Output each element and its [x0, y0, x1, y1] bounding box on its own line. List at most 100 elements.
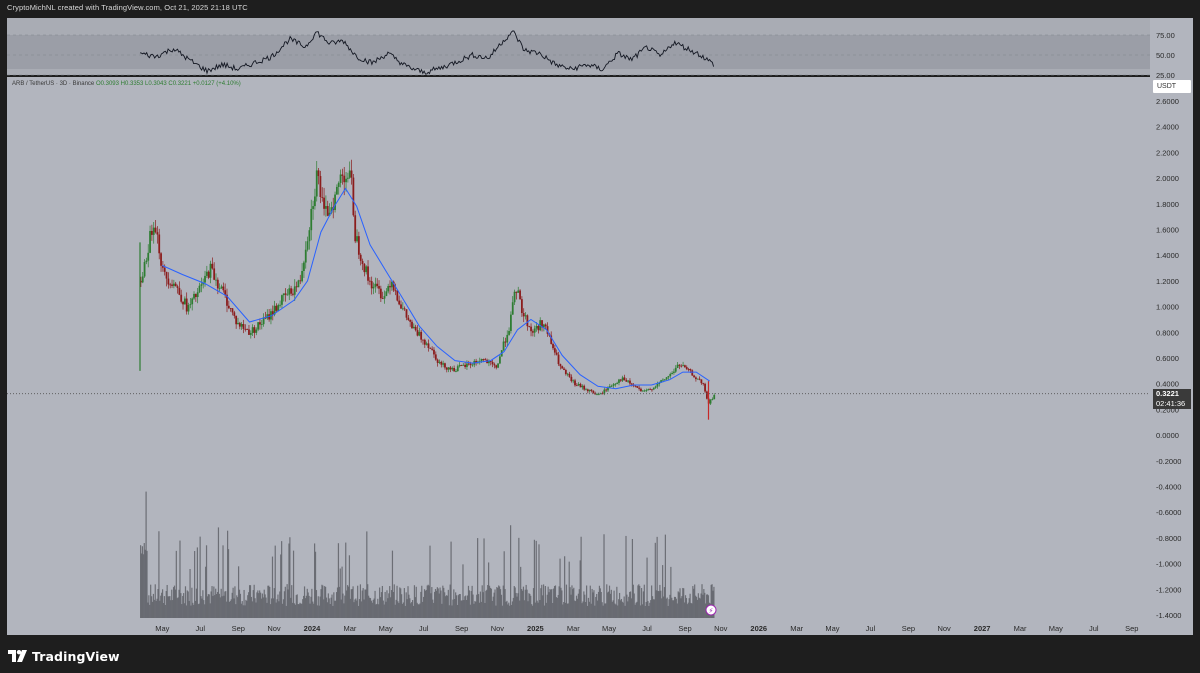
volume-bar: [693, 588, 695, 618]
candle-body: [456, 366, 459, 372]
volume-bar: [503, 551, 505, 618]
volume-bar: [210, 591, 212, 618]
volume-bar: [397, 601, 399, 618]
volume-bar: [434, 589, 437, 618]
volume-bar: [405, 592, 407, 618]
volume-bar: [212, 595, 214, 618]
candle-body: [370, 281, 373, 289]
volume-bar: [145, 491, 147, 618]
volume-bar: [607, 591, 610, 618]
candle-body: [163, 267, 166, 272]
volume-bar: [425, 589, 427, 618]
volume-bar: [341, 566, 343, 618]
volume-bar: [213, 586, 215, 618]
volume-bar: [173, 585, 176, 618]
volume-bar: [146, 550, 148, 618]
volume-bar: [599, 588, 601, 618]
candle-body: [704, 383, 706, 392]
price-pane[interactable]: [7, 77, 1150, 619]
candle-body: [511, 302, 514, 315]
candle-body: [216, 279, 219, 289]
candle-body: [383, 296, 386, 299]
volume-bar: [673, 596, 676, 618]
rsi-axis-ticks: 75.00 50.00 25.00: [1156, 31, 1175, 80]
currency-badge[interactable]: USDT: [1153, 80, 1191, 93]
ohlc-change: +0.0127 (+4.10%): [192, 81, 241, 87]
candle-body: [354, 215, 357, 242]
candle-body: [189, 304, 192, 306]
candle-body: [709, 399, 712, 404]
candle-body: [227, 305, 230, 309]
event-marker[interactable]: [705, 604, 717, 616]
candle-body: [429, 347, 432, 349]
rsi-gridlines: [7, 34, 1150, 76]
volume-bar: [216, 594, 218, 618]
volume-bar: [597, 591, 600, 618]
candle-body: [599, 393, 602, 395]
volume-bar: [149, 604, 151, 618]
candle-body: [585, 389, 587, 391]
candle-body: [427, 343, 430, 348]
volume-bar: [409, 598, 411, 618]
volume-bar: [506, 600, 508, 618]
volume-bar: [311, 588, 313, 618]
volume-bar: [593, 590, 595, 618]
volume-bar: [352, 586, 354, 618]
volume-bar: [702, 594, 704, 618]
time-tick-label: Nov: [267, 624, 281, 633]
volume-bar: [330, 597, 332, 618]
candle-body: [396, 290, 399, 301]
volume-bar: [310, 596, 312, 618]
price-tick-label: -0.8000: [1156, 534, 1181, 543]
volume-bar: [227, 530, 229, 618]
volume-bar: [266, 602, 268, 618]
volume-bar: [140, 545, 142, 618]
volume-bar: [227, 549, 230, 618]
candle-body: [286, 294, 289, 296]
volume-bar: [253, 584, 255, 618]
candle-body: [660, 380, 662, 383]
volume-bar: [518, 537, 520, 618]
volume-bar: [438, 593, 440, 618]
volume-bar: [639, 585, 641, 618]
candle-body: [420, 331, 423, 340]
volume-bar: [380, 592, 383, 618]
volume-bar: [362, 588, 364, 618]
volume-bar: [501, 605, 503, 618]
candle-body: [295, 286, 298, 288]
price-axis-pane[interactable]: [1150, 18, 1193, 619]
volume-bar: [141, 546, 144, 618]
candle-body: [167, 278, 170, 285]
volume-bar: [159, 600, 161, 618]
volume-bar: [162, 603, 165, 618]
volume-bar: [632, 584, 634, 618]
price-tick-label: 2.2000: [1156, 148, 1179, 157]
candle-body: [246, 329, 249, 330]
volume-bar: [339, 568, 341, 618]
volume-bar: [620, 598, 623, 618]
candle-body: [634, 385, 637, 387]
volume-bar: [464, 596, 466, 618]
volume-bar: [604, 603, 606, 618]
volume-bar: [451, 605, 453, 618]
volume-bar: [665, 598, 667, 618]
price-chart[interactable]: 2.6000 2.4000 2.2000 2.0000 1.8000 1.6000 1.40…: [0, 0, 1200, 638]
candle-body: [596, 394, 598, 395]
tradingview-logo[interactable]: TradingView: [8, 648, 120, 664]
volume-bar: [494, 589, 496, 618]
volume-bar: [261, 593, 264, 618]
volume-bar: [150, 596, 153, 618]
volume-bar: [610, 589, 612, 618]
volume-bar: [695, 596, 698, 618]
volume-bar: [142, 554, 144, 618]
time-tick-label: Sep: [902, 624, 915, 633]
candle-body: [255, 329, 258, 333]
time-axis-pane[interactable]: [7, 619, 1193, 635]
candle-body: [204, 275, 206, 283]
volume-bar: [691, 603, 693, 618]
volume-bar: [456, 604, 459, 618]
volume-bar: [347, 586, 350, 618]
candle-body: [641, 390, 644, 392]
volume-bar: [242, 605, 244, 618]
volume-bar: [411, 602, 413, 618]
